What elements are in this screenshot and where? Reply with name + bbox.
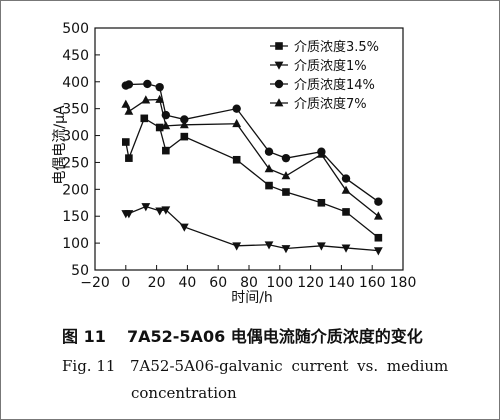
data-point — [161, 206, 171, 215]
y-tick-label: 350 — [62, 102, 89, 118]
data-point — [264, 147, 274, 156]
data-point — [265, 181, 273, 190]
data-point — [124, 210, 134, 219]
legend-entry: 介质浓度1% — [270, 58, 367, 74]
legend-label: 介质浓度7% — [294, 96, 367, 112]
data-point — [281, 171, 291, 180]
x-tick-label: 20 — [148, 275, 166, 291]
data-point — [124, 106, 134, 115]
legend-entry: 介质浓度14% — [270, 77, 375, 93]
data-point — [180, 132, 189, 141]
data-point — [316, 149, 326, 158]
y-tick-label: 300 — [62, 129, 89, 145]
caption-en-text-line1: 7A52-5A06-galvanic current vs. medium — [130, 357, 449, 375]
series-line — [125, 98, 379, 217]
data-point — [373, 211, 383, 220]
legend-label: 介质浓度3.5% — [294, 39, 379, 55]
data-point — [232, 104, 241, 113]
caption-cn-text: 7A52-5A06 电偶电流随介质浓度的变化 — [127, 327, 423, 346]
data-point — [373, 247, 383, 256]
caption-en-text-line2: concentration — [131, 384, 237, 402]
data-point — [282, 188, 290, 196]
x-axis-title: 时间/h — [231, 290, 273, 306]
series-line — [125, 117, 379, 239]
legend-label: 介质浓度1% — [294, 58, 367, 74]
data-point — [121, 99, 131, 108]
data-point — [155, 82, 164, 92]
data-point — [342, 208, 350, 216]
data-point — [179, 223, 189, 232]
data-point — [180, 115, 189, 124]
data-point — [140, 114, 149, 123]
data-point — [281, 153, 291, 163]
data-point — [232, 118, 242, 128]
data-point — [281, 245, 291, 254]
data-point — [264, 241, 274, 250]
data-point — [155, 123, 164, 132]
data-point — [341, 244, 351, 253]
data-point — [125, 154, 133, 162]
y-tick-label: 250 — [62, 155, 89, 171]
x-tick-label: 120 — [297, 275, 324, 291]
legend-entry: 介质浓度7% — [270, 96, 367, 112]
x-tick-label: 100 — [266, 275, 293, 291]
data-point — [374, 233, 383, 242]
data-point — [161, 121, 171, 130]
y-tick-label: 200 — [62, 182, 89, 198]
x-tick-label: 40 — [178, 275, 196, 291]
data-point — [341, 174, 351, 183]
series-1 — [122, 114, 383, 242]
legend-label: 介质浓度14% — [294, 77, 375, 93]
data-point — [122, 138, 130, 146]
data-point — [232, 242, 242, 251]
y-tick-label: 500 — [62, 21, 89, 37]
x-tick-label: 80 — [240, 275, 258, 291]
legend-marker — [275, 42, 283, 50]
data-point — [341, 185, 351, 194]
legend-entry: 介质浓度3.5% — [270, 39, 379, 55]
series-line — [125, 205, 379, 252]
y-tick-label: 150 — [62, 209, 89, 225]
data-point — [179, 120, 189, 129]
data-point — [374, 197, 383, 206]
series-4 — [121, 94, 383, 220]
x-tick-label: 180 — [390, 275, 417, 291]
x-tick-label: 60 — [209, 275, 227, 291]
data-point — [316, 242, 326, 251]
series-2 — [121, 203, 383, 256]
legend-marker — [274, 61, 284, 70]
data-point — [141, 95, 151, 104]
data-point — [143, 79, 152, 89]
data-point — [162, 146, 170, 155]
data-point — [317, 198, 326, 207]
data-point — [155, 94, 165, 103]
data-point — [155, 207, 165, 216]
legend-marker — [274, 79, 284, 89]
x-tick-label: −20 — [80, 275, 110, 291]
data-point — [141, 203, 151, 212]
data-point — [264, 164, 274, 173]
x-tick-label: 140 — [328, 275, 355, 291]
y-tick-label: 100 — [62, 236, 89, 252]
y-tick-label: 450 — [62, 48, 89, 64]
x-tick-label: 160 — [359, 275, 386, 291]
data-point — [232, 155, 241, 164]
x-tick-label: 0 — [121, 275, 130, 291]
y-axis-title: 电偶电流/μA — [52, 105, 68, 185]
y-tick-label: 400 — [62, 75, 89, 91]
data-point — [124, 80, 134, 89]
caption-en-label: Fig. 11 — [62, 357, 116, 375]
y-tick-label: 50 — [71, 263, 89, 279]
legend-marker — [274, 98, 284, 107]
caption-cn-label: 图 11 — [62, 327, 106, 346]
